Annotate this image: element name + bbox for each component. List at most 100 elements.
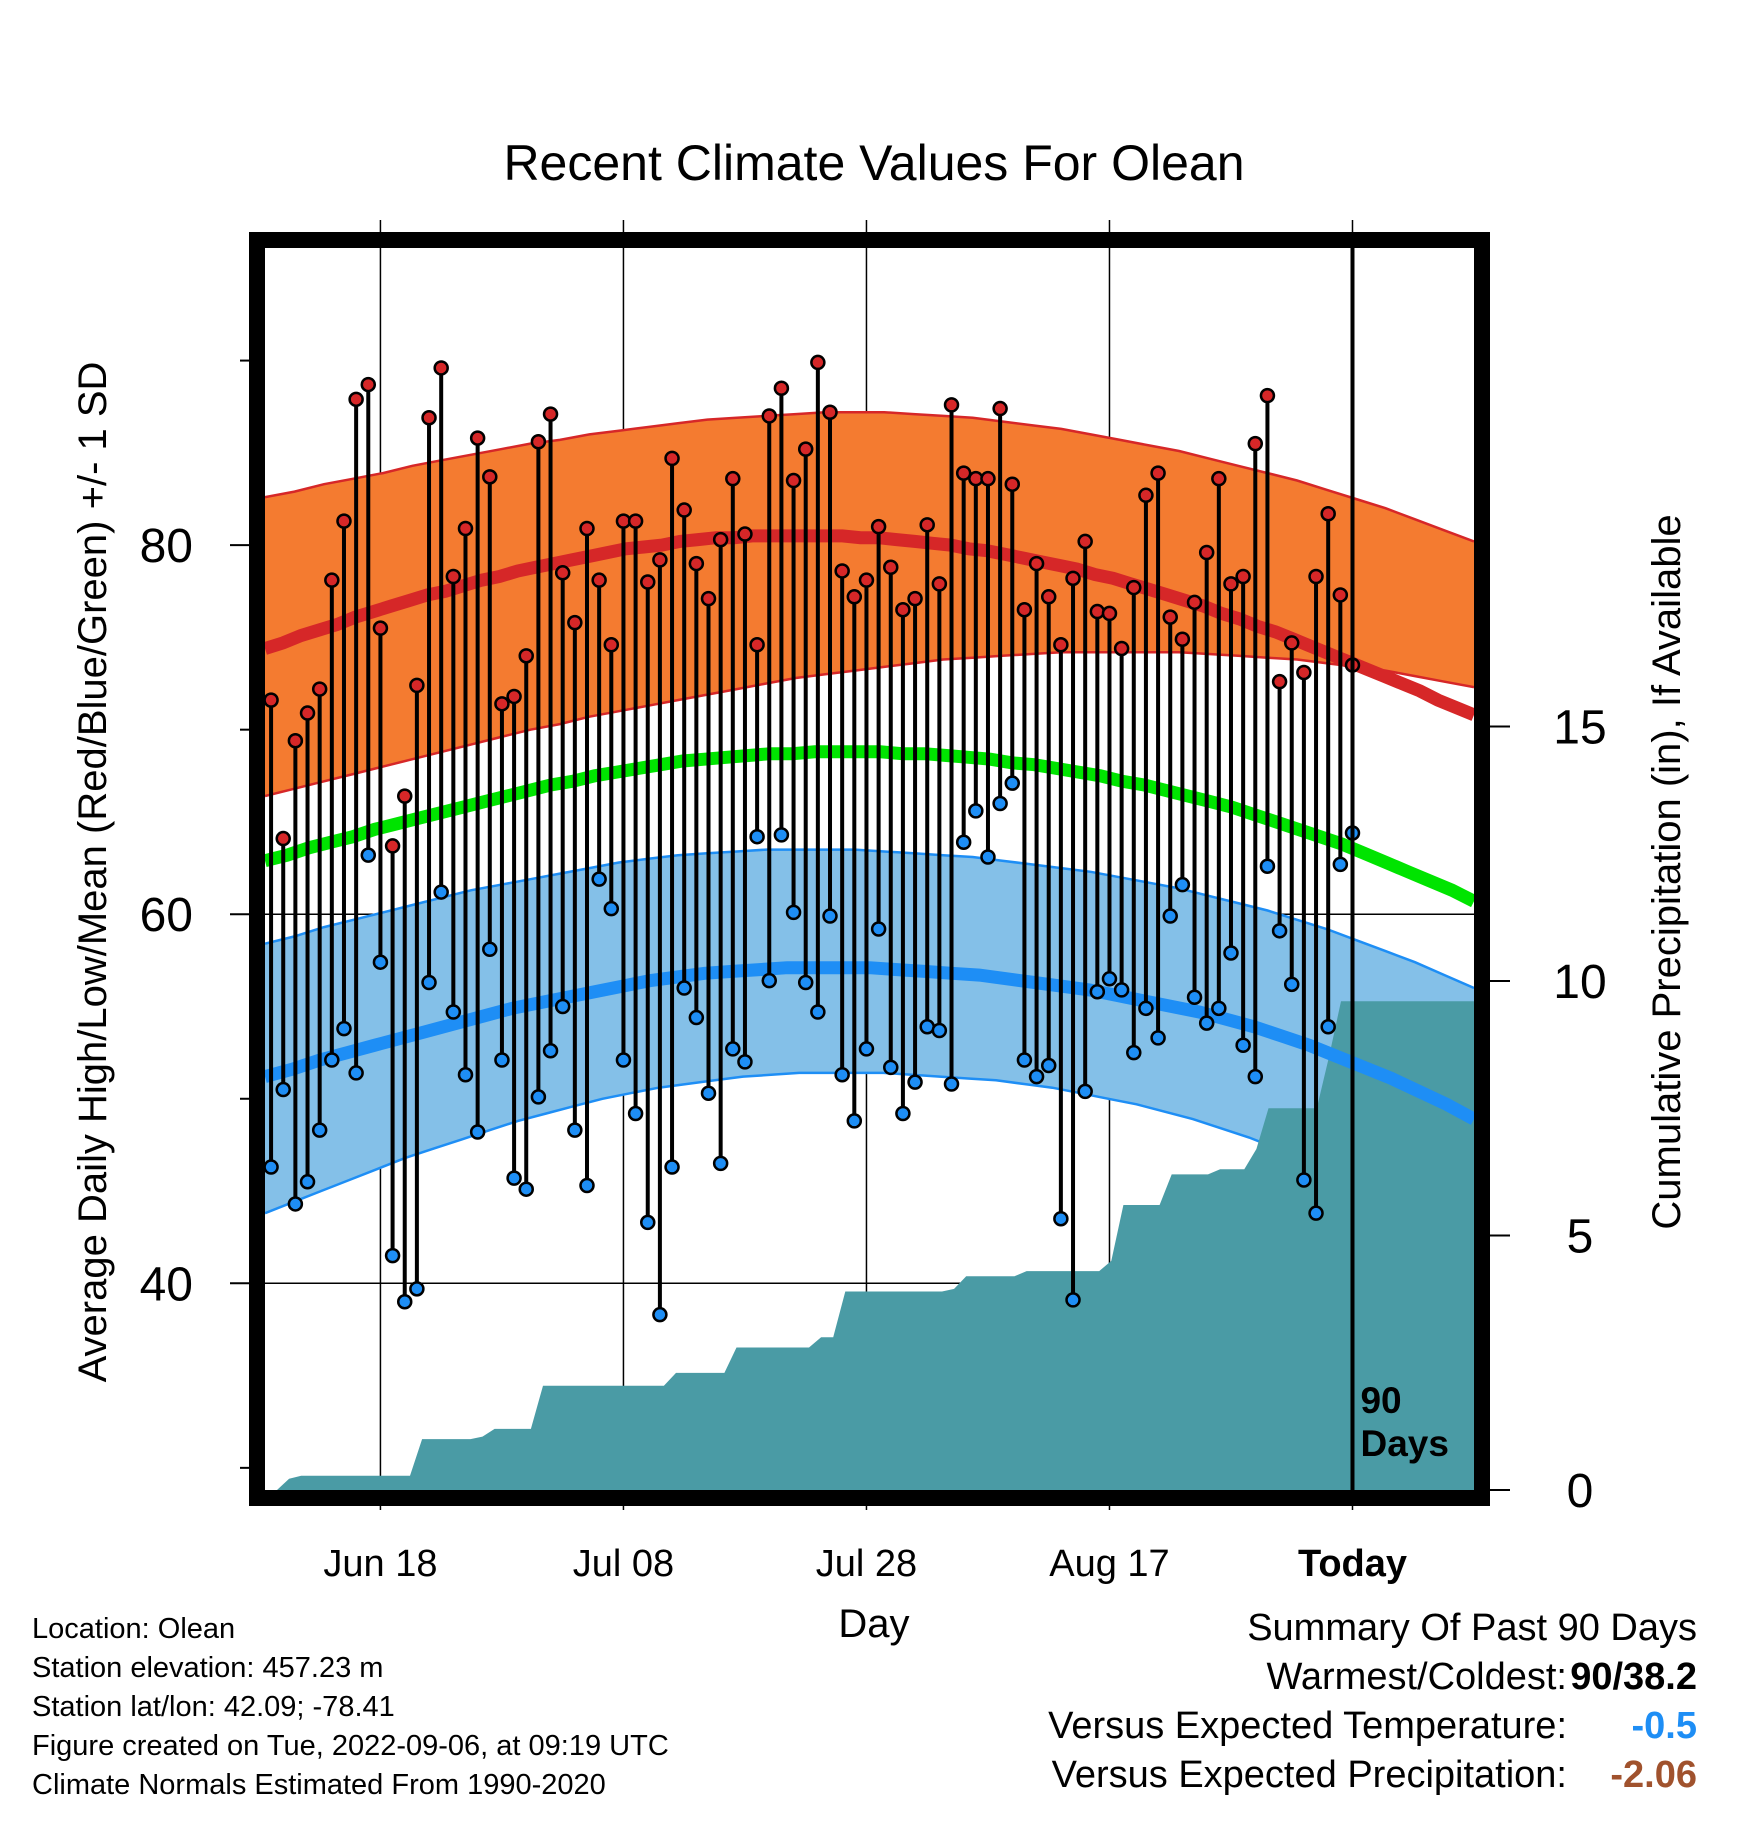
daily-low-point-72 [1126,1044,1142,1061]
daily-high-point-5 [311,681,328,697]
daily-low-point-84 [1271,923,1288,939]
daily-high-point-18 [469,430,486,446]
daily-high-point-38 [712,531,729,548]
precipitation-area [277,1001,1474,1490]
daily-low-point-45 [797,974,814,991]
y2-axis-label: Cumulative Precipitation (in), If Availa… [1645,514,1689,1229]
daily-high-point-49 [846,589,863,605]
daily-high-point-68 [1077,533,1093,550]
daily-low-point-53 [895,1105,911,1122]
daily-low-point-42 [761,972,778,989]
daily-high-point-64 [1028,555,1045,572]
daily-high-point-13 [409,677,425,694]
daily-low-point-31 [627,1105,644,1122]
daily-high-point-12 [396,788,413,804]
daily-high-point-16 [445,568,462,585]
daily-low-point-85 [1283,976,1300,993]
daily-low-point-58 [955,834,972,850]
daily-low-point-40 [737,1054,753,1070]
daily-low-point-35 [676,980,692,996]
y2-tick-label-10: 10 [1553,956,1606,1009]
daily-high-point-28 [591,572,607,588]
daily-low-point-36 [688,1009,705,1026]
daily-low-point-10 [372,954,389,970]
daily-high-point-50 [858,572,875,588]
daily-low-point-47 [822,908,838,924]
climate-normals: Climate Normals Estimated From 1990-2020 [32,1769,606,1801]
daily-high-point-76 [1174,631,1191,647]
summary-panel: Summary Of Past 90 Days Warmest/Coldest:… [1048,1607,1697,1803]
daily-high-point-71 [1113,640,1130,657]
daily-high-point-85 [1283,635,1300,651]
daily-low-point-60 [980,849,996,865]
y2-tick-label-5: 5 [1567,1210,1594,1263]
daily-low-point-78 [1198,1015,1215,1031]
axes: 90 Days 40 60 80 0 5 10 15 Jun 18 Jul 08 Jul 28 Aug … [140,232,1607,1585]
daily-low-point-38 [712,1155,729,1172]
daily-low-point-8 [348,1065,364,1081]
daily-high-point-63 [1016,601,1033,618]
y2-tick-label-0: 0 [1567,1465,1594,1518]
daily-high-point-24 [542,406,559,422]
daily-low-point-81 [1235,1037,1251,1053]
precipitation-fill [277,1001,1474,1490]
daily-high-point-75 [1162,609,1178,625]
daily-high-point-23 [530,434,547,450]
daily-low-point-68 [1077,1083,1093,1100]
normal-high-band-upper-edge [265,410,1474,543]
daily-low-point-52 [883,1059,899,1076]
daily-high-point-80 [1223,576,1239,592]
daily-low-point-63 [1016,1052,1033,1068]
daily-low-point-70 [1101,971,1118,987]
daily-low-point-3 [287,1196,304,1212]
daily-high-point-61 [992,400,1008,417]
daily-high-point-15 [433,360,449,376]
figure-created: Figure created on Tue, 2022-09-06, at 09… [32,1730,669,1762]
daily-high-point-72 [1126,579,1142,596]
y-tick-label-60: 60 [140,889,193,942]
daily-high-point-31 [627,513,644,529]
daily-low-point-66 [1053,1210,1069,1227]
daily-low-point-64 [1028,1068,1045,1085]
daily-high-point-58 [955,465,972,481]
daily-high-point-54 [907,590,923,607]
daily-high-point-73 [1138,487,1154,504]
daily-high-point-62 [1004,476,1021,492]
daily-low-point-88 [1320,1019,1336,1035]
daily-high-point-27 [579,520,595,537]
daily-high-point-36 [688,555,705,572]
daily-low-point-11 [384,1247,401,1264]
daily-high-point-25 [554,565,571,581]
daily-high-point-3 [287,732,304,749]
daily-low-point-82 [1247,1068,1264,1085]
normal-high-band [265,412,1474,797]
daily-low-point-56 [931,1022,948,1039]
daily-low-point-4 [299,1174,316,1190]
daily-low-point-25 [554,998,571,1015]
y-tick-label-40: 40 [140,1258,193,1311]
station-location: Location: Olean [32,1613,236,1645]
daily-low-point-71 [1113,982,1130,998]
today-marker-label: 90 Days [1360,1380,1448,1464]
daily-high-point-69 [1089,603,1106,620]
daily-low-point-74 [1150,1030,1166,1046]
daily-low-point-26 [567,1122,583,1138]
daily-high-point-42 [761,408,778,424]
daily-low-point-32 [639,1214,656,1231]
daily-low-point-89 [1332,856,1349,873]
daily-high-point-26 [567,614,583,631]
daily-low-point-65 [1040,1057,1057,1074]
daily-high-point-52 [883,559,899,576]
daily-low-point-34 [664,1159,680,1175]
daily-high-point-22 [518,648,534,664]
daily-high-point-14 [421,410,437,426]
daily-high-point-56 [931,576,948,592]
daily-low-point-87 [1308,1205,1324,1221]
daily-low-point-73 [1138,1000,1154,1017]
x-tick-label-3: Aug 17 [1049,1543,1169,1585]
daily-low-point-2 [275,1081,291,1098]
daily-low-point-13 [409,1281,425,1297]
daily-high-point-84 [1271,673,1288,690]
daily-high-point-8 [348,391,364,408]
